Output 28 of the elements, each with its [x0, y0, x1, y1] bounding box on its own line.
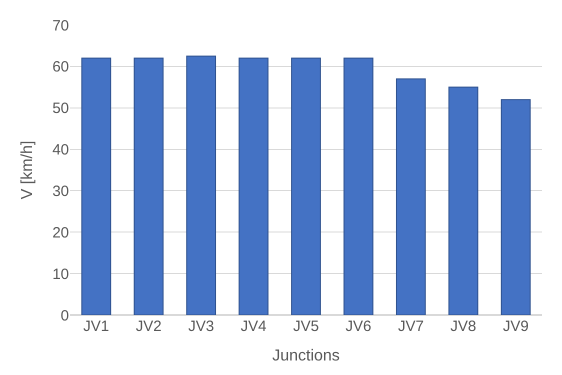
bar: [291, 58, 321, 315]
x-tick-label: JV7: [398, 318, 424, 335]
y-tick-label: 20: [52, 224, 69, 242]
bar: [396, 78, 426, 315]
x-tick-label: JV1: [83, 318, 110, 335]
x-axis-title: Junctions: [272, 348, 340, 365]
x-tick-label: JV9: [502, 318, 529, 335]
y-tick-label: 10: [52, 266, 69, 283]
bar: [134, 58, 164, 315]
bar: [81, 58, 112, 315]
y-tick-label: 40: [52, 142, 69, 159]
y-tick-label: 30: [52, 182, 69, 200]
bar: [186, 56, 216, 315]
x-tick-label: JV5: [293, 318, 319, 335]
y-tick-label: 70: [52, 17, 69, 34]
x-tick-label: JV3: [188, 318, 214, 335]
bar: [500, 99, 531, 315]
x-tick-label: JV2: [136, 318, 162, 335]
bar: [238, 58, 268, 315]
x-tick-label: JV8: [450, 318, 476, 335]
y-tick-label: 0: [60, 307, 69, 324]
y-tick-label: 50: [52, 100, 69, 118]
y-axis-title: V [km/h]: [19, 140, 36, 200]
bar: [344, 58, 374, 315]
x-tick-label: JV4: [240, 318, 266, 335]
bar: [448, 86, 478, 315]
y-tick-label: 60: [52, 58, 69, 76]
x-tick-label: JV6: [346, 318, 372, 335]
